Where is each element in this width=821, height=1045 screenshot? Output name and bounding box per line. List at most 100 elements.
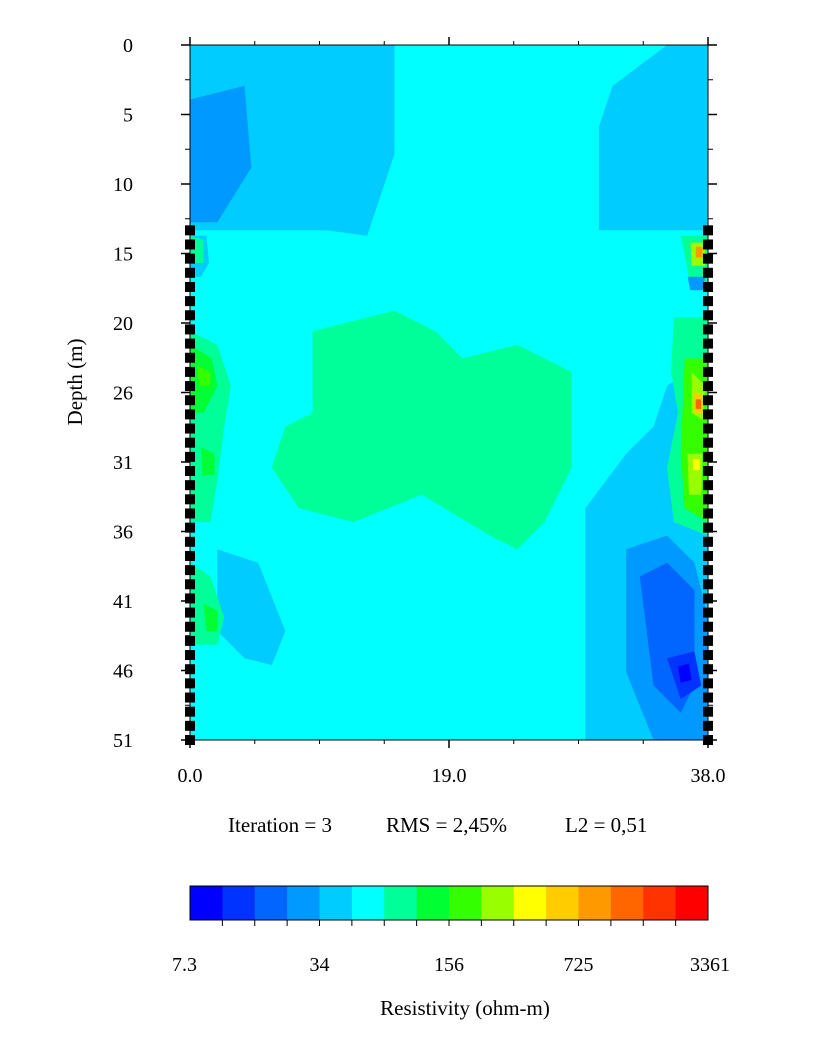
electrode-marker bbox=[703, 409, 713, 420]
electrode-marker bbox=[703, 366, 713, 377]
electrode-marker bbox=[703, 267, 713, 278]
electrode-marker bbox=[185, 366, 195, 377]
y-tick-label: 51 bbox=[113, 730, 133, 752]
colorbar-swatch bbox=[384, 886, 418, 920]
electrode-marker bbox=[703, 607, 713, 618]
borehole-electrodes bbox=[185, 225, 713, 745]
x-tick-label: 0.0 bbox=[178, 765, 203, 787]
colorbar-swatch bbox=[449, 886, 482, 920]
electrode-marker bbox=[703, 437, 713, 448]
electrode-marker bbox=[185, 281, 195, 292]
l2-text: L2 = 0,51 bbox=[565, 813, 647, 837]
electrode-marker bbox=[185, 437, 195, 448]
electrode-marker bbox=[185, 522, 195, 533]
electrode-marker bbox=[185, 253, 195, 264]
electrode-marker bbox=[185, 409, 195, 420]
y-tick-label: 36 bbox=[113, 522, 133, 544]
electrode-marker bbox=[185, 480, 195, 491]
electrode-marker bbox=[185, 650, 195, 661]
electrode-marker bbox=[185, 494, 195, 505]
electrode-marker bbox=[185, 706, 195, 717]
electrode-marker bbox=[185, 664, 195, 675]
electrode-marker bbox=[185, 720, 195, 731]
electrode-marker bbox=[703, 480, 713, 491]
electrode-marker bbox=[703, 423, 713, 434]
x-tick-label: 19.0 bbox=[432, 765, 467, 787]
electrode-marker bbox=[185, 735, 195, 745]
electrode-marker bbox=[703, 324, 713, 335]
y-tick-label: 0 bbox=[123, 35, 133, 57]
resistivity-regions bbox=[190, 45, 708, 740]
electrode-marker bbox=[703, 664, 713, 675]
electrode-marker bbox=[185, 508, 195, 519]
electrode-marker bbox=[185, 607, 195, 618]
y-tick-label: 20 bbox=[113, 313, 133, 335]
electrode-marker bbox=[185, 381, 195, 392]
iteration-annotation: Iteration = 3 RMS = 2,45% L2 = 0,51 bbox=[228, 813, 647, 837]
electrode-marker bbox=[185, 635, 195, 646]
electrode-marker bbox=[185, 579, 195, 590]
region-3 bbox=[271, 310, 572, 550]
region-27 bbox=[693, 459, 700, 471]
electrode-marker bbox=[185, 267, 195, 278]
colorbar-swatch bbox=[190, 886, 223, 920]
electrode-marker bbox=[703, 508, 713, 519]
plot-area bbox=[189, 44, 709, 741]
electrode-marker bbox=[185, 338, 195, 349]
electrode-marker bbox=[703, 720, 713, 731]
region-1 bbox=[598, 45, 708, 231]
region-17 bbox=[203, 603, 218, 631]
electrode-marker bbox=[703, 550, 713, 561]
x-axis: 0.0 19.0 38.0 bbox=[178, 37, 726, 787]
electrode-marker bbox=[703, 678, 713, 689]
electrode-marker bbox=[185, 423, 195, 434]
electrode-marker bbox=[703, 310, 713, 321]
electrode-marker bbox=[703, 494, 713, 505]
electrode-marker bbox=[185, 324, 195, 335]
colorbar-swatch bbox=[481, 886, 515, 920]
electrode-marker bbox=[185, 692, 195, 703]
colorbar-swatch bbox=[416, 886, 450, 920]
electrode-marker bbox=[703, 451, 713, 462]
electrode-marker bbox=[703, 225, 713, 236]
electrode-marker bbox=[703, 536, 713, 547]
colorbar-swatch bbox=[546, 886, 579, 920]
colorbar-swatch bbox=[513, 886, 547, 920]
electrode-marker bbox=[703, 735, 713, 745]
colorbar-swatch bbox=[610, 886, 644, 920]
region-14 bbox=[196, 365, 211, 386]
electrode-marker bbox=[185, 550, 195, 561]
region-4 bbox=[217, 549, 286, 665]
colorbar-swatch bbox=[578, 886, 612, 920]
y-tick-label: 5 bbox=[123, 105, 133, 127]
electrode-marker bbox=[703, 650, 713, 661]
electrode-marker bbox=[185, 239, 195, 250]
electrode-marker bbox=[703, 579, 713, 590]
electrode-marker bbox=[185, 451, 195, 462]
colorbar-swatch bbox=[254, 886, 288, 920]
electrode-marker bbox=[185, 352, 195, 363]
colorbar-swatch bbox=[675, 886, 709, 920]
region-9 bbox=[678, 663, 692, 683]
electrode-marker bbox=[703, 635, 713, 646]
electrode-marker bbox=[185, 565, 195, 576]
colorbar-tick-label: 7.3 bbox=[172, 954, 197, 976]
electrode-marker bbox=[703, 281, 713, 292]
colorbar-swatch bbox=[287, 886, 320, 920]
iteration-text: Iteration = 3 bbox=[228, 813, 332, 837]
electrode-marker bbox=[185, 466, 195, 477]
y-axis-label: Depth (m) bbox=[63, 339, 87, 426]
electrode-marker bbox=[703, 296, 713, 307]
y-tick-label: 46 bbox=[113, 661, 133, 683]
electrode-marker bbox=[703, 381, 713, 392]
y-tick-label: 15 bbox=[113, 244, 133, 266]
x-tick-label: 38.0 bbox=[691, 765, 726, 787]
electrode-marker bbox=[703, 395, 713, 406]
y-tick-label: 31 bbox=[113, 452, 133, 474]
electrode-marker bbox=[703, 593, 713, 604]
electrode-marker bbox=[703, 338, 713, 349]
rms-text: RMS = 2,45% bbox=[386, 813, 507, 837]
electrode-marker bbox=[703, 522, 713, 533]
colorbar-swatch bbox=[222, 886, 256, 920]
region-15 bbox=[200, 447, 215, 476]
